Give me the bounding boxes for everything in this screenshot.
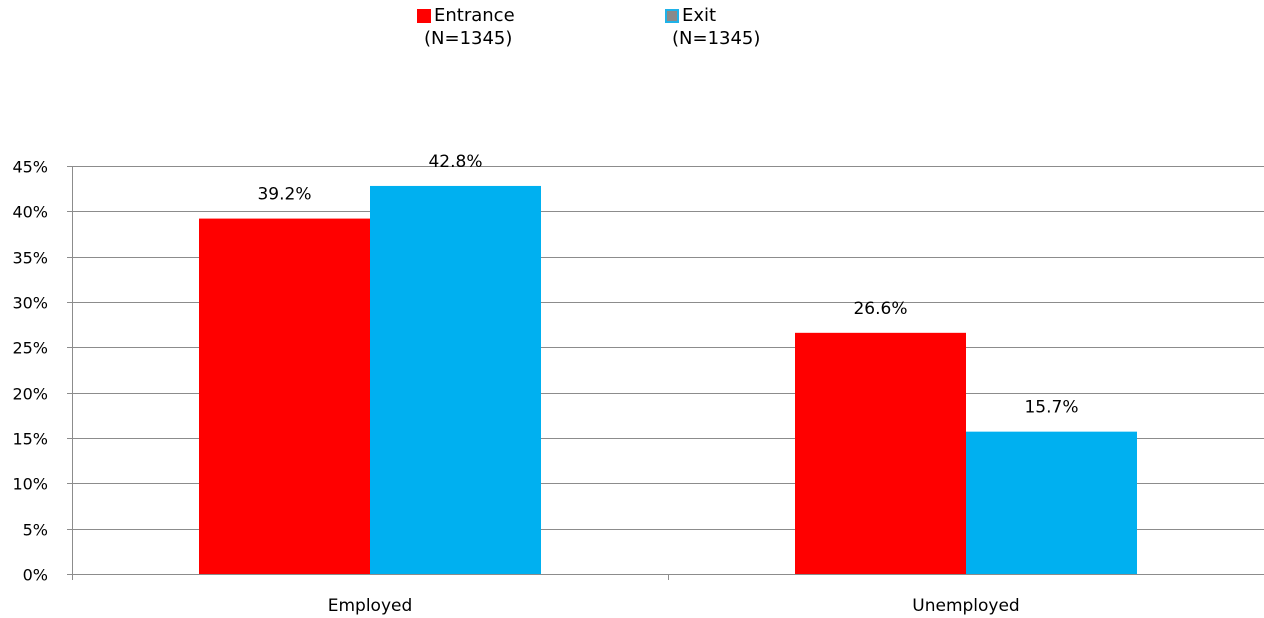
bar-exit-employed (370, 185, 541, 575)
x-category-label: Employed (328, 596, 413, 616)
y-tick-label: 10% (12, 475, 48, 494)
legend-item-exit: Exit (N=1345) (665, 4, 760, 50)
y-tick-label: 45% (12, 158, 48, 177)
y-tick-label: 0% (23, 566, 48, 585)
y-tick-label: 5% (23, 521, 48, 540)
legend-entrance-row: Entrance (417, 4, 515, 27)
legend-exit-label: Exit (682, 5, 717, 26)
y-tick-label: 15% (12, 430, 48, 449)
y-tick-label: 25% (12, 339, 48, 358)
x-category-label: Unemployed (912, 596, 1019, 616)
data-label: 39.2% (257, 185, 311, 205)
y-tick-label: 35% (12, 249, 48, 268)
y-tick-label: 30% (12, 294, 48, 313)
legend-exit-swatch (665, 8, 679, 23)
legend-entrance-label: Entrance (434, 5, 515, 26)
data-label: 42.8% (428, 152, 482, 172)
legend-exit-sample-size: (N=1345) (672, 28, 761, 49)
legend-exit-row: Exit (665, 4, 760, 27)
data-label: 15.7% (1024, 398, 1078, 418)
legend-entrance-sample-size: (N=1345) (424, 28, 513, 49)
y-tick-label: 20% (12, 385, 48, 404)
bar-entrance-unemployed (795, 332, 966, 574)
y-tick-label: 40% (12, 203, 48, 222)
legend-item-entrance: Entrance (N=1345) (417, 4, 515, 50)
bar-entrance-employed (199, 218, 370, 574)
bar-exit-unemployed (966, 431, 1137, 574)
data-label: 26.6% (853, 299, 907, 319)
legend-entrance-swatch (417, 8, 431, 23)
legend: Entrance (N=1345) Exit (N=1345) (0, 4, 1264, 54)
